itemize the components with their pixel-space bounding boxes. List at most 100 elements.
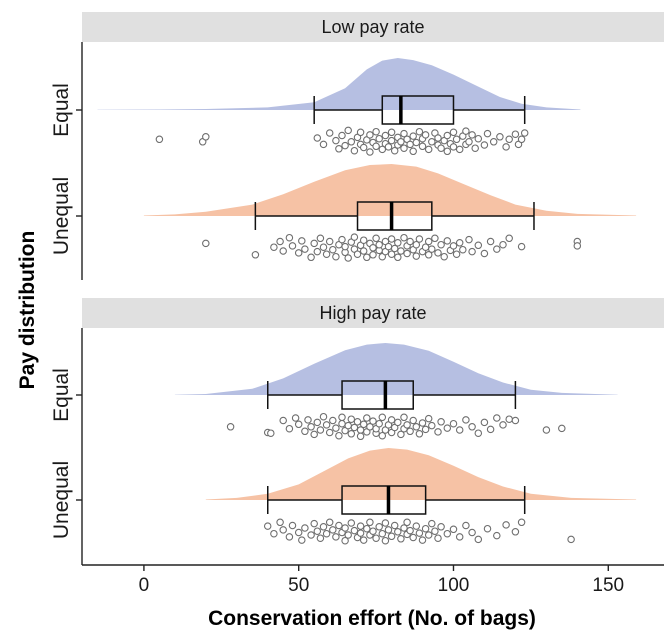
- data-point: [310, 519, 318, 528]
- data-point: [517, 135, 526, 144]
- data-point: [338, 419, 346, 428]
- data-point: [322, 250, 331, 258]
- data-point: [332, 533, 340, 541]
- data-point: [462, 416, 470, 424]
- data-point: [397, 535, 405, 543]
- data-point: [301, 524, 309, 532]
- data-point: [307, 531, 315, 539]
- box-iqr: [381, 95, 455, 125]
- data-point: [403, 421, 411, 429]
- data-point: [313, 134, 322, 142]
- data-point: [406, 140, 414, 149]
- data-point: [486, 237, 495, 246]
- data-point: [471, 144, 479, 152]
- data-point: [329, 416, 337, 425]
- data-point: [341, 242, 349, 251]
- data-point: [356, 529, 365, 537]
- data-point: [511, 416, 520, 425]
- density-unequal: [143, 164, 637, 216]
- data-point: [329, 526, 337, 534]
- data-point: [474, 535, 483, 544]
- data-point: [319, 140, 328, 149]
- data-point: [325, 129, 334, 137]
- x-axis: 0 50 100 150: [82, 564, 664, 596]
- data-point: [276, 237, 284, 246]
- data-point: [400, 144, 408, 152]
- data-point: [517, 242, 526, 251]
- data-point: [412, 240, 421, 249]
- data-point: [455, 145, 464, 154]
- data-point: [359, 143, 368, 152]
- data-point: [350, 146, 359, 155]
- data-point: [434, 428, 442, 436]
- y-tick-label: Unequal: [50, 177, 73, 255]
- data-point: [338, 131, 346, 140]
- density-equal: [97, 58, 581, 110]
- data-point: [347, 430, 356, 438]
- data-point: [267, 429, 275, 437]
- data-point: [332, 424, 340, 432]
- data-point: [310, 430, 318, 439]
- box-iqr: [341, 485, 427, 515]
- data-point: [344, 421, 352, 430]
- panel-low-pay-rate: Low pay rate Equal Unequal: [50, 12, 664, 280]
- data-point: [335, 145, 343, 153]
- data-point: [424, 237, 433, 246]
- data-point: [288, 242, 297, 250]
- data-point: [325, 428, 334, 437]
- data-point: [341, 536, 349, 545]
- x-tick-label: 0: [139, 575, 150, 596]
- data-point: [499, 421, 507, 429]
- data-point: [397, 138, 405, 146]
- data-point: [424, 531, 433, 539]
- density-unequal: [205, 448, 637, 500]
- data-point: [356, 522, 365, 530]
- data-point: [428, 138, 436, 146]
- data-point: [350, 233, 359, 241]
- data-point: [394, 418, 402, 427]
- data-point: [270, 243, 278, 251]
- data-point: [424, 251, 433, 259]
- data-point: [356, 128, 365, 137]
- data-point: [285, 233, 294, 242]
- data-point: [329, 245, 337, 254]
- data-point: [263, 522, 272, 530]
- data-point: [558, 424, 566, 433]
- box-iqr: [356, 201, 433, 231]
- data-point: [502, 143, 510, 151]
- data-point: [372, 234, 380, 243]
- group-unequal: Unequal: [50, 448, 637, 545]
- data-point: [332, 252, 340, 261]
- data-point: [493, 531, 501, 540]
- data-point: [307, 253, 315, 262]
- data-point: [387, 416, 396, 424]
- y-axis-title: Pay distribution: [16, 231, 39, 390]
- panel-high-pay-rate: High pay rate Equal Unequal: [50, 298, 664, 565]
- data-point: [202, 133, 210, 141]
- data-point: [338, 235, 346, 244]
- data-point: [465, 138, 473, 146]
- data-point: [505, 135, 513, 144]
- data-point: [390, 521, 399, 530]
- data-point: [449, 419, 458, 428]
- data-point: [406, 526, 414, 535]
- data-point: [437, 240, 445, 249]
- data-point: [474, 429, 483, 437]
- data-point: [372, 127, 380, 136]
- y-tick-label: Equal: [50, 368, 73, 422]
- data-point: [468, 528, 476, 537]
- data-point: [483, 129, 492, 138]
- data-point: [455, 533, 464, 541]
- data-point: [465, 235, 473, 244]
- data-point: [285, 533, 294, 541]
- data-point: [155, 135, 164, 144]
- data-point: [480, 141, 489, 149]
- data-point: [517, 518, 526, 527]
- data-point: [409, 533, 417, 542]
- data-point: [335, 431, 343, 440]
- data-point: [428, 519, 436, 528]
- group-equal: Equal: [50, 343, 618, 441]
- data-point: [369, 527, 377, 535]
- data-point: [511, 130, 520, 138]
- data-point: [381, 131, 390, 140]
